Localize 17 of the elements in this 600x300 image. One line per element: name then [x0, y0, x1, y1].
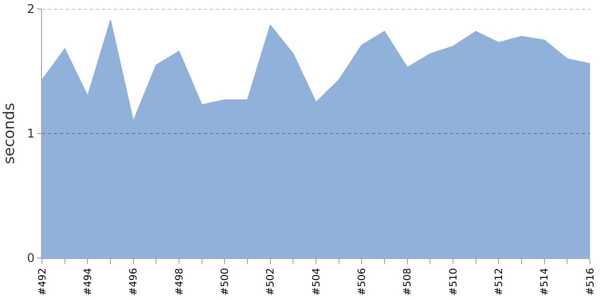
x-tick-label: #500 — [220, 268, 231, 296]
x-tick-label: #502 — [266, 268, 277, 296]
y-tick-label: 0 — [26, 251, 35, 266]
y-axis-title: seconds — [0, 102, 18, 164]
x-tick-label: #510 — [448, 268, 460, 296]
y-tick-label: 2 — [26, 2, 35, 16]
y-tick-label: 1 — [26, 126, 35, 141]
x-tick-label: #516 — [585, 268, 596, 296]
x-tick-label: #494 — [82, 268, 94, 296]
x-tick-label: #512 — [494, 268, 505, 296]
x-tick-label: #496 — [128, 268, 140, 296]
x-tick-label: #506 — [356, 268, 368, 296]
x-tick-label: #492 — [37, 268, 48, 296]
x-tick-label: #508 — [402, 268, 414, 296]
x-tick-label: #514 — [540, 268, 551, 296]
x-tick-label: #504 — [311, 268, 322, 296]
x-tick-label: #498 — [174, 268, 186, 296]
